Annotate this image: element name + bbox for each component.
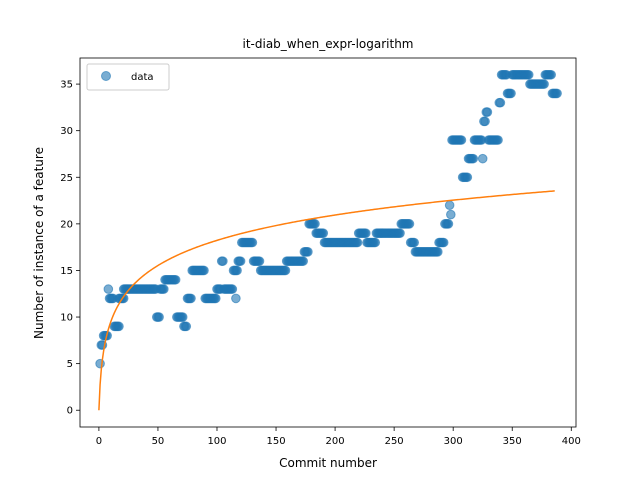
data-point <box>468 153 479 164</box>
data-point <box>352 237 363 248</box>
fit-curve <box>98 190 555 411</box>
data-point <box>443 219 454 229</box>
x-tick-label: 0 <box>96 436 102 447</box>
data-point <box>103 284 114 294</box>
data-point <box>254 256 265 266</box>
legend: data <box>86 63 170 91</box>
y-tick-label: 35 <box>60 80 73 91</box>
data-point <box>95 358 105 369</box>
data-point <box>310 219 320 229</box>
x-tick-label: 400 <box>562 436 581 447</box>
data-point <box>114 321 124 332</box>
data-point <box>235 256 246 266</box>
x-tick-label: 50 <box>152 436 165 447</box>
data-point <box>523 69 534 80</box>
data-point <box>482 107 493 117</box>
data-point <box>404 219 415 229</box>
x-tick-label: 300 <box>444 436 463 447</box>
data-point <box>177 312 188 322</box>
y-axis-label: Number of instance of a feature <box>32 147 46 339</box>
data-point <box>546 69 557 80</box>
data-point <box>318 228 329 238</box>
data-point <box>552 88 562 99</box>
data-point <box>247 237 258 248</box>
data-point <box>280 265 291 276</box>
data-point <box>395 228 405 238</box>
x-tick-label: 200 <box>326 436 345 447</box>
data-point <box>480 116 490 127</box>
data-point <box>495 97 506 108</box>
data-point <box>477 153 488 164</box>
y-tick-label: 0 <box>67 406 73 417</box>
x-tick-label: 100 <box>207 436 226 447</box>
data-point <box>446 209 456 220</box>
x-tick-label: 350 <box>503 436 522 447</box>
data-point <box>232 265 242 276</box>
x-tick-label: 250 <box>385 436 404 447</box>
data-point <box>154 312 164 322</box>
data-point <box>370 237 381 248</box>
data-point <box>456 135 467 145</box>
legend-data-label: data <box>131 72 154 83</box>
data-point <box>298 256 309 266</box>
data-point <box>181 321 192 332</box>
x-axis-label: Commit number <box>279 456 377 470</box>
y-tick-label: 15 <box>60 266 73 277</box>
y-tick-label: 20 <box>60 219 73 230</box>
data-points <box>95 69 562 369</box>
data-point <box>444 200 455 211</box>
data-point <box>159 284 169 294</box>
chart-title: it-diab_when_expr-logarithm <box>243 37 414 51</box>
y-tick-label: 30 <box>60 126 73 137</box>
legend-box <box>86 63 170 91</box>
x-tick-label: 150 <box>266 436 285 447</box>
data-point <box>186 293 196 304</box>
data-point <box>231 293 241 304</box>
data-point <box>218 256 228 266</box>
data-point <box>211 293 221 304</box>
data-point <box>170 274 181 285</box>
data-point <box>303 247 313 257</box>
y-tick-label: 10 <box>60 313 73 324</box>
y-tick-label: 25 <box>60 173 73 184</box>
data-point <box>199 265 209 276</box>
data-point <box>539 79 549 89</box>
data-point <box>409 237 420 248</box>
data-point <box>438 237 449 248</box>
plot-area: 0 50 100 150 200 250 300 350 400 0 5 10 15 20 25 30 35 <box>60 57 581 447</box>
data-point <box>360 228 371 238</box>
data-point <box>433 247 443 257</box>
y-tick-label: 5 <box>67 359 73 370</box>
data-point <box>493 135 503 145</box>
axes-frame <box>79 57 577 428</box>
legend-data-marker <box>101 71 111 81</box>
data-point <box>462 172 473 183</box>
data-point <box>227 284 238 294</box>
data-point <box>506 88 516 99</box>
